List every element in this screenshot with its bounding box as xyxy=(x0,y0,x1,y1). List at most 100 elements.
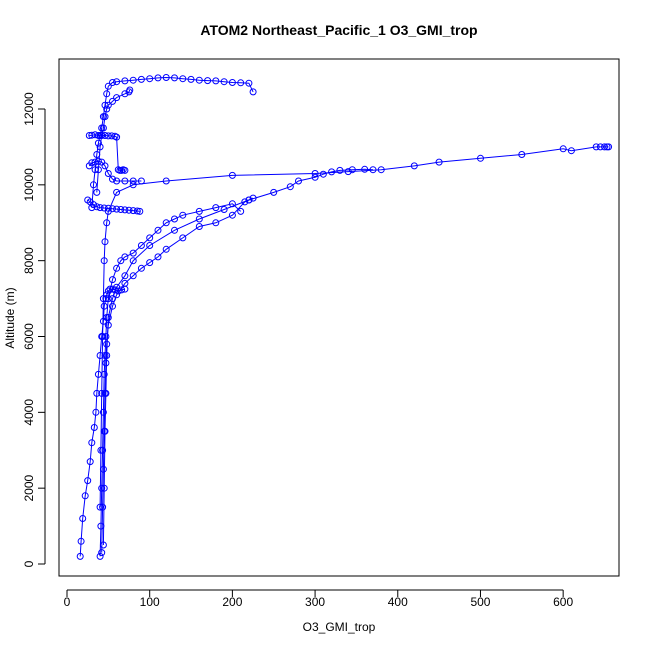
data-point xyxy=(103,90,111,98)
data-point xyxy=(212,219,220,227)
data-point xyxy=(96,352,104,359)
series-line xyxy=(102,168,374,546)
series-line xyxy=(99,146,609,508)
data-point xyxy=(104,101,112,109)
data-point xyxy=(146,259,154,267)
data-point xyxy=(286,183,294,191)
data-point xyxy=(121,166,129,174)
data-point xyxy=(137,242,145,249)
y-tick-label: 12000 xyxy=(22,92,36,126)
x-tick-label: 0 xyxy=(64,595,71,609)
data-point xyxy=(79,515,87,522)
data-point xyxy=(121,90,129,98)
data-point xyxy=(113,205,121,213)
data-point xyxy=(109,295,116,303)
data-point xyxy=(154,74,162,82)
data-point xyxy=(96,143,104,151)
x-tick-label: 400 xyxy=(388,595,408,609)
data-point xyxy=(121,253,129,261)
data-point xyxy=(270,188,278,196)
y-tick-label: 6000 xyxy=(22,323,36,350)
data-point xyxy=(121,272,129,280)
data-point xyxy=(171,226,178,234)
data-point xyxy=(311,170,319,177)
data-point xyxy=(435,158,443,166)
data-point xyxy=(100,484,108,492)
data-point xyxy=(121,77,129,85)
data-point xyxy=(245,196,253,204)
plot-frame xyxy=(58,58,620,577)
data-point xyxy=(179,234,187,242)
data-point xyxy=(162,177,170,185)
data-point xyxy=(90,424,98,431)
data-point xyxy=(245,79,253,87)
series-line xyxy=(101,197,254,553)
chart-title: ATOM2 Northeast_Pacific_1 O3_GMI_trop xyxy=(200,22,477,38)
data-point xyxy=(237,79,245,87)
data-point xyxy=(195,207,203,215)
data-point xyxy=(241,198,249,206)
data-point xyxy=(109,302,116,310)
data-point xyxy=(344,168,352,176)
data-point xyxy=(94,132,102,139)
data-point xyxy=(117,257,125,265)
data-point xyxy=(129,177,137,185)
series-line xyxy=(91,76,254,208)
data-point xyxy=(94,139,102,147)
x-axis: 0 100 200 300 400 500 600 xyxy=(64,589,573,609)
data-point xyxy=(93,389,101,397)
data-point xyxy=(113,264,121,272)
data-point xyxy=(129,181,137,189)
data-point xyxy=(109,205,116,213)
data-point xyxy=(94,166,102,174)
data-point xyxy=(99,295,107,303)
data-point xyxy=(187,75,195,83)
data-point xyxy=(129,207,137,215)
data-point xyxy=(113,188,121,196)
data-point xyxy=(81,492,89,500)
data-point xyxy=(137,75,145,83)
data-point xyxy=(91,158,99,166)
data-point xyxy=(86,458,94,466)
series-line xyxy=(96,89,131,193)
data-point xyxy=(84,477,92,485)
data-point xyxy=(117,206,125,213)
y-tick-label: 2000 xyxy=(22,474,36,501)
data-point xyxy=(104,287,112,295)
data-point xyxy=(146,242,154,249)
data-point xyxy=(121,206,129,214)
data-point xyxy=(146,75,154,83)
data-point xyxy=(133,207,141,215)
series-line xyxy=(99,203,242,557)
data-point xyxy=(204,77,212,85)
y-axis: 0 2000 4000 6000 8000 10000 12000 xyxy=(22,92,46,567)
data-point xyxy=(121,279,129,287)
data-point xyxy=(567,147,575,155)
data-point xyxy=(99,124,107,132)
data-point xyxy=(94,157,102,165)
data-point xyxy=(129,249,137,257)
series-9 xyxy=(84,196,144,215)
data-point xyxy=(104,82,112,90)
data-point xyxy=(228,79,236,86)
data-point xyxy=(129,257,137,265)
data-point xyxy=(179,75,187,83)
series-4 xyxy=(99,165,377,549)
series-layer xyxy=(76,74,613,560)
data-point xyxy=(99,408,107,416)
data-point xyxy=(101,238,109,246)
data-point xyxy=(220,206,228,213)
data-point xyxy=(195,215,203,223)
data-point xyxy=(162,245,170,253)
series-8 xyxy=(85,157,145,185)
data-point xyxy=(104,170,112,177)
data-point xyxy=(91,131,99,139)
data-point xyxy=(126,86,134,94)
series-7 xyxy=(93,86,134,196)
data-point xyxy=(88,439,96,447)
data-point xyxy=(605,143,613,151)
data-point xyxy=(137,264,145,272)
data-point xyxy=(99,333,107,340)
data-point xyxy=(410,162,418,170)
